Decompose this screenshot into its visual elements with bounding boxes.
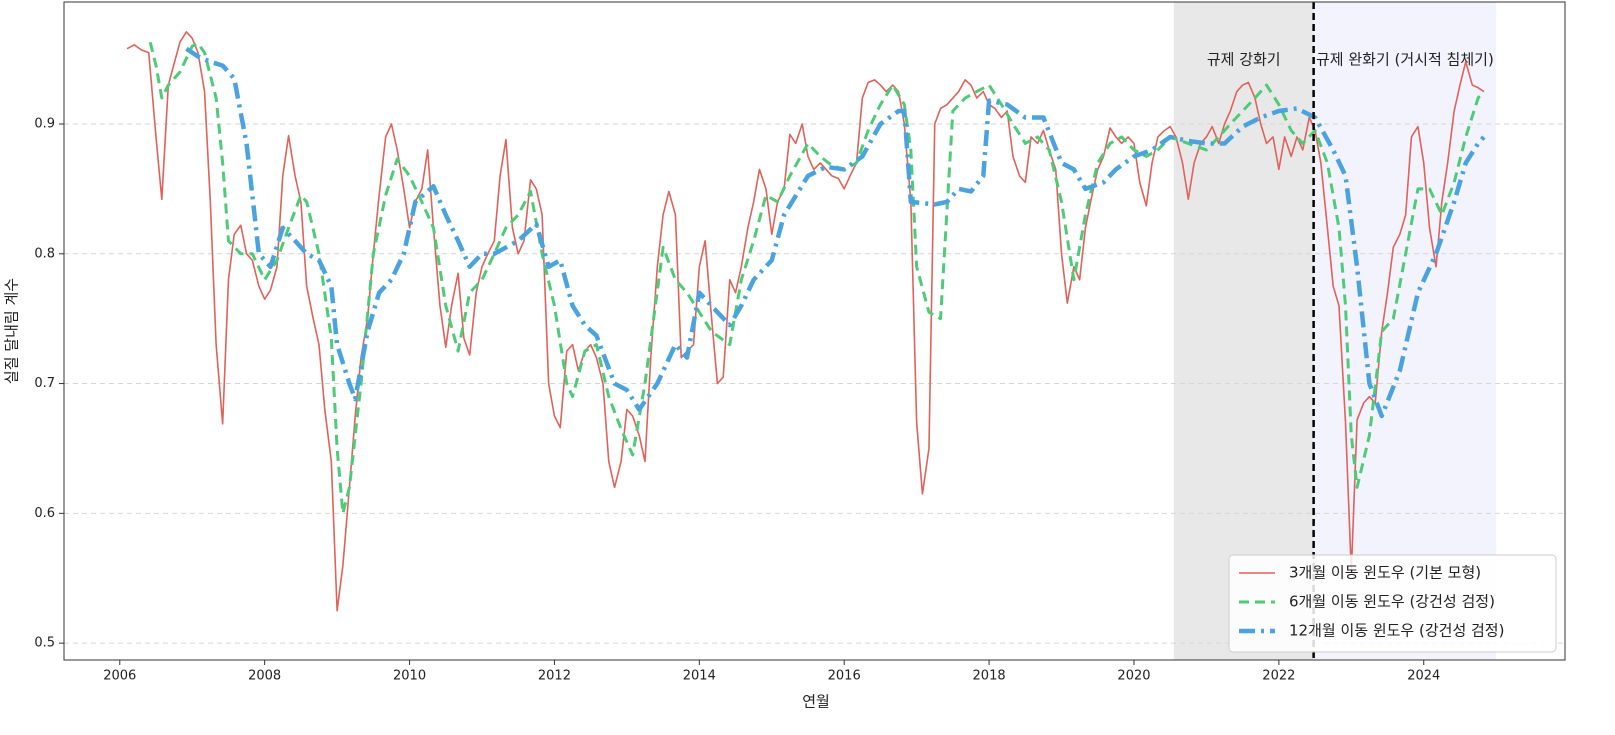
x-tick-label: 2016 [828, 669, 861, 684]
x-tick-label: 2010 [393, 669, 426, 684]
y-tick-label: 0.5 [34, 636, 55, 651]
series-line [148, 41, 1485, 515]
y-tick-label: 0.6 [34, 506, 55, 521]
x-tick-label: 2024 [1407, 669, 1440, 684]
x-tick-label: 2012 [538, 669, 571, 684]
legend-label: 3개월 이동 윈도우 (기본 모형) [1289, 564, 1481, 582]
shaded-region [1313, 2, 1497, 660]
y-axis-label: 실질 달내림 계수 [3, 278, 21, 384]
legend-label: 6개월 이동 윈도우 (강건성 검정) [1289, 593, 1495, 611]
legend: 3개월 이동 윈도우 (기본 모형) 6개월 이동 윈도우 (강건성 검정) 12개… [1228, 554, 1557, 653]
x-tick-label: 2014 [683, 669, 716, 684]
x-tick-label: 2008 [248, 669, 281, 684]
x-axis-label: 연월 [802, 693, 830, 711]
y-tick-label: 0.9 [34, 116, 55, 131]
x-tick-label: 2006 [103, 669, 136, 684]
x-tick-label: 2022 [1262, 669, 1295, 684]
region-label: 규제 강화기 [1207, 51, 1281, 69]
region-label: 규제 완화기 (거시적 침체기) [1316, 51, 1494, 69]
y-tick-label: 0.8 [34, 246, 55, 261]
legend-label: 12개월 이동 윈도우 (강건성 검정) [1289, 622, 1504, 640]
x-tick-label: 2018 [973, 669, 1006, 684]
plot-frame [63, 1, 1566, 661]
x-tick-label: 2020 [1117, 669, 1150, 684]
series-line [185, 46, 1486, 419]
y-tick-label: 0.7 [34, 376, 55, 391]
legend-box [1228, 554, 1557, 653]
shaded-region [1173, 2, 1314, 660]
